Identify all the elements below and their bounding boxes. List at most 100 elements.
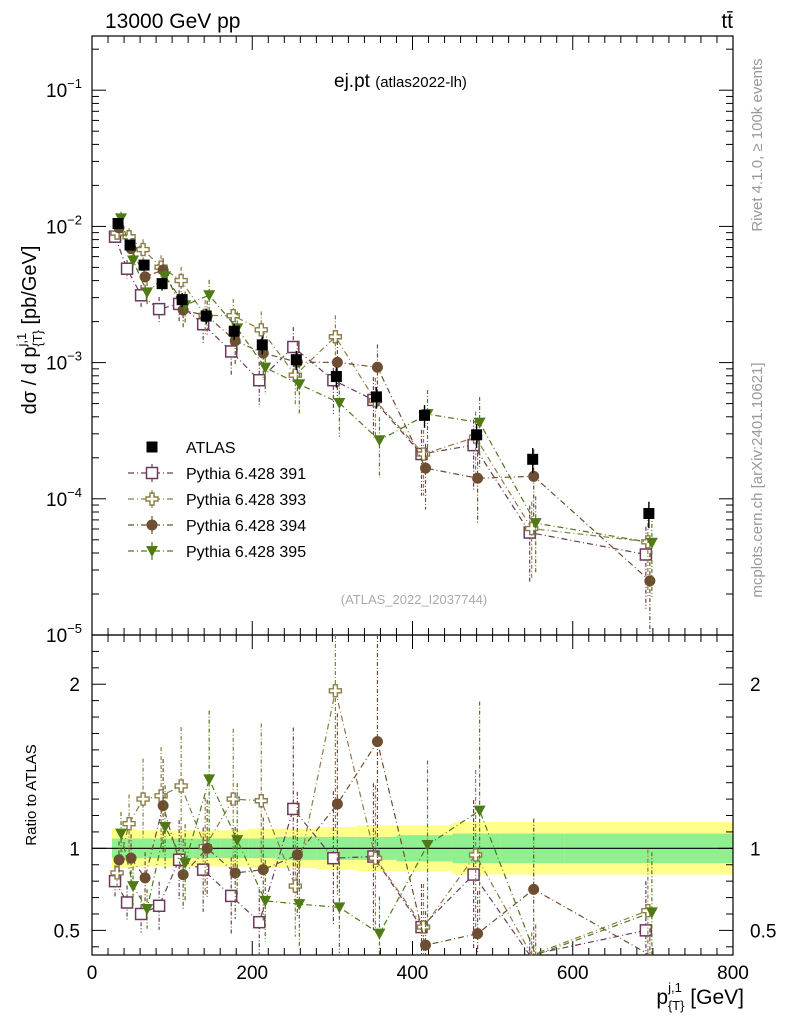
data-point bbox=[112, 218, 124, 230]
series-ratio-point bbox=[373, 928, 386, 940]
series-ratio-point bbox=[113, 854, 125, 866]
data-point bbox=[228, 325, 240, 337]
data-point bbox=[290, 354, 302, 366]
legend: ATLAS Pythia 6.428 391 Pythia 6.428 393 Pyt… bbox=[128, 440, 306, 561]
legend-label: Pythia 6.428 395 bbox=[186, 544, 306, 561]
series-point bbox=[120, 262, 134, 275]
series-ratio-point bbox=[287, 802, 300, 816]
series-point bbox=[645, 537, 658, 549]
series-ratio-point bbox=[253, 915, 266, 929]
rivet-label: Rivet 4.1.0, ≥ 100k events bbox=[749, 58, 766, 231]
series-ratio-point bbox=[157, 800, 169, 812]
data-point bbox=[156, 278, 168, 290]
y-axis-label: dσ / d pj,1{T} [pb/GeV] bbox=[14, 246, 45, 415]
series-ratio-point bbox=[257, 864, 269, 876]
legend-marker bbox=[146, 441, 158, 453]
ratio-frame bbox=[91, 634, 734, 956]
x-axis-label: pj,1 {T} [GeV] bbox=[656, 980, 744, 1013]
series-ratio-point bbox=[120, 896, 134, 909]
legend-label: Pythia 6.428 394 bbox=[186, 518, 306, 535]
series-ratio-point bbox=[125, 852, 137, 864]
series-ratio-point bbox=[291, 849, 303, 861]
legend-marker bbox=[145, 466, 159, 480]
series-point bbox=[644, 575, 656, 587]
process-label: tt̄ bbox=[721, 10, 733, 33]
data-point bbox=[643, 507, 655, 519]
series-point bbox=[371, 361, 383, 373]
series-ratio-point bbox=[174, 779, 188, 793]
series-ratio-point bbox=[141, 904, 154, 916]
series-ratio-point bbox=[368, 851, 383, 865]
series-ratio-point bbox=[468, 848, 483, 862]
ratio-panel: 0 200 400 600 800 2 2 1 1 0.5 0.5 bbox=[54, 634, 776, 984]
ratio-tick-label-left: 0.5 bbox=[54, 921, 80, 942]
series-point bbox=[259, 362, 272, 374]
series-point bbox=[152, 302, 166, 316]
series-ratio-line bbox=[116, 690, 649, 956]
series-ratio-point bbox=[528, 883, 540, 895]
ratio-axis-label: Ratio to ATLAS bbox=[23, 744, 40, 845]
legend-marker bbox=[145, 492, 159, 506]
mcplots-label: mcplots.cern.ch [arXiv:2401.10621] bbox=[749, 362, 766, 597]
data-point bbox=[471, 429, 483, 441]
series-ratio-point bbox=[139, 872, 151, 884]
series-ratio-point bbox=[327, 851, 340, 865]
series-point bbox=[159, 271, 172, 283]
series-point bbox=[224, 345, 238, 358]
legend-label: Pythia 6.428 393 bbox=[186, 492, 306, 509]
series-point bbox=[136, 242, 150, 257]
series-point bbox=[293, 379, 306, 391]
series-ratio-point bbox=[645, 907, 658, 919]
series-ratio-point bbox=[473, 805, 486, 817]
series-point bbox=[141, 287, 154, 299]
x-tick-label: 800 bbox=[717, 963, 749, 984]
series-ratio-point bbox=[127, 881, 140, 893]
legend-marker bbox=[146, 519, 158, 531]
series-ratio-point bbox=[229, 867, 241, 879]
main-panel: 10−1 10−2 10−3 10−4 10−5 bbox=[46, 35, 734, 955]
series-ratio-point bbox=[472, 928, 484, 940]
series-ratio-point bbox=[293, 899, 306, 911]
series-point bbox=[472, 472, 484, 484]
series-ratio-point bbox=[420, 939, 432, 951]
series-ratio-line bbox=[118, 740, 651, 956]
series-line bbox=[120, 218, 652, 544]
series-point bbox=[333, 397, 346, 409]
series-point bbox=[373, 435, 386, 447]
series-ratio-point bbox=[421, 840, 434, 852]
series-ratio-point bbox=[226, 792, 240, 806]
series-ratio-point bbox=[196, 863, 210, 876]
series-ratio-point bbox=[371, 736, 383, 748]
analysis-label: (ATLAS_2022_I2037744) bbox=[341, 592, 487, 607]
data-point bbox=[176, 294, 188, 306]
data-point bbox=[370, 391, 382, 403]
series-ratio-point bbox=[203, 774, 216, 786]
series-point bbox=[253, 373, 266, 387]
series-point bbox=[127, 255, 140, 267]
ratio-tick-label-right: 1 bbox=[750, 839, 761, 860]
series-ratio-point bbox=[333, 902, 346, 914]
beam-label: 13000 GeV pp bbox=[105, 10, 240, 33]
series-point bbox=[529, 518, 542, 530]
x-tick-label: 400 bbox=[397, 963, 429, 984]
series-ratio-point bbox=[136, 792, 150, 806]
y-tick-label: 10−2 bbox=[46, 212, 82, 238]
series-ratio-point bbox=[159, 822, 172, 833]
series-ratio-point bbox=[224, 889, 238, 903]
series-ratio-point bbox=[254, 794, 268, 808]
series-ratio-point bbox=[152, 899, 166, 913]
ratio-tick-label-right: 0.5 bbox=[750, 921, 776, 942]
series-point bbox=[473, 417, 486, 429]
ratio-tick-label-left: 1 bbox=[69, 839, 80, 860]
y-tick-label: 10−1 bbox=[46, 76, 82, 102]
series-ratio-point bbox=[328, 684, 343, 698]
series-line bbox=[114, 236, 646, 556]
legend-marker bbox=[146, 546, 158, 557]
series-ratio-point bbox=[259, 895, 272, 907]
series-point bbox=[229, 335, 241, 347]
y-tick-label: 10−3 bbox=[46, 349, 82, 375]
series-ratio-point bbox=[177, 869, 189, 881]
ratio-tick-label-left: 2 bbox=[69, 675, 80, 696]
data-point bbox=[124, 239, 136, 251]
